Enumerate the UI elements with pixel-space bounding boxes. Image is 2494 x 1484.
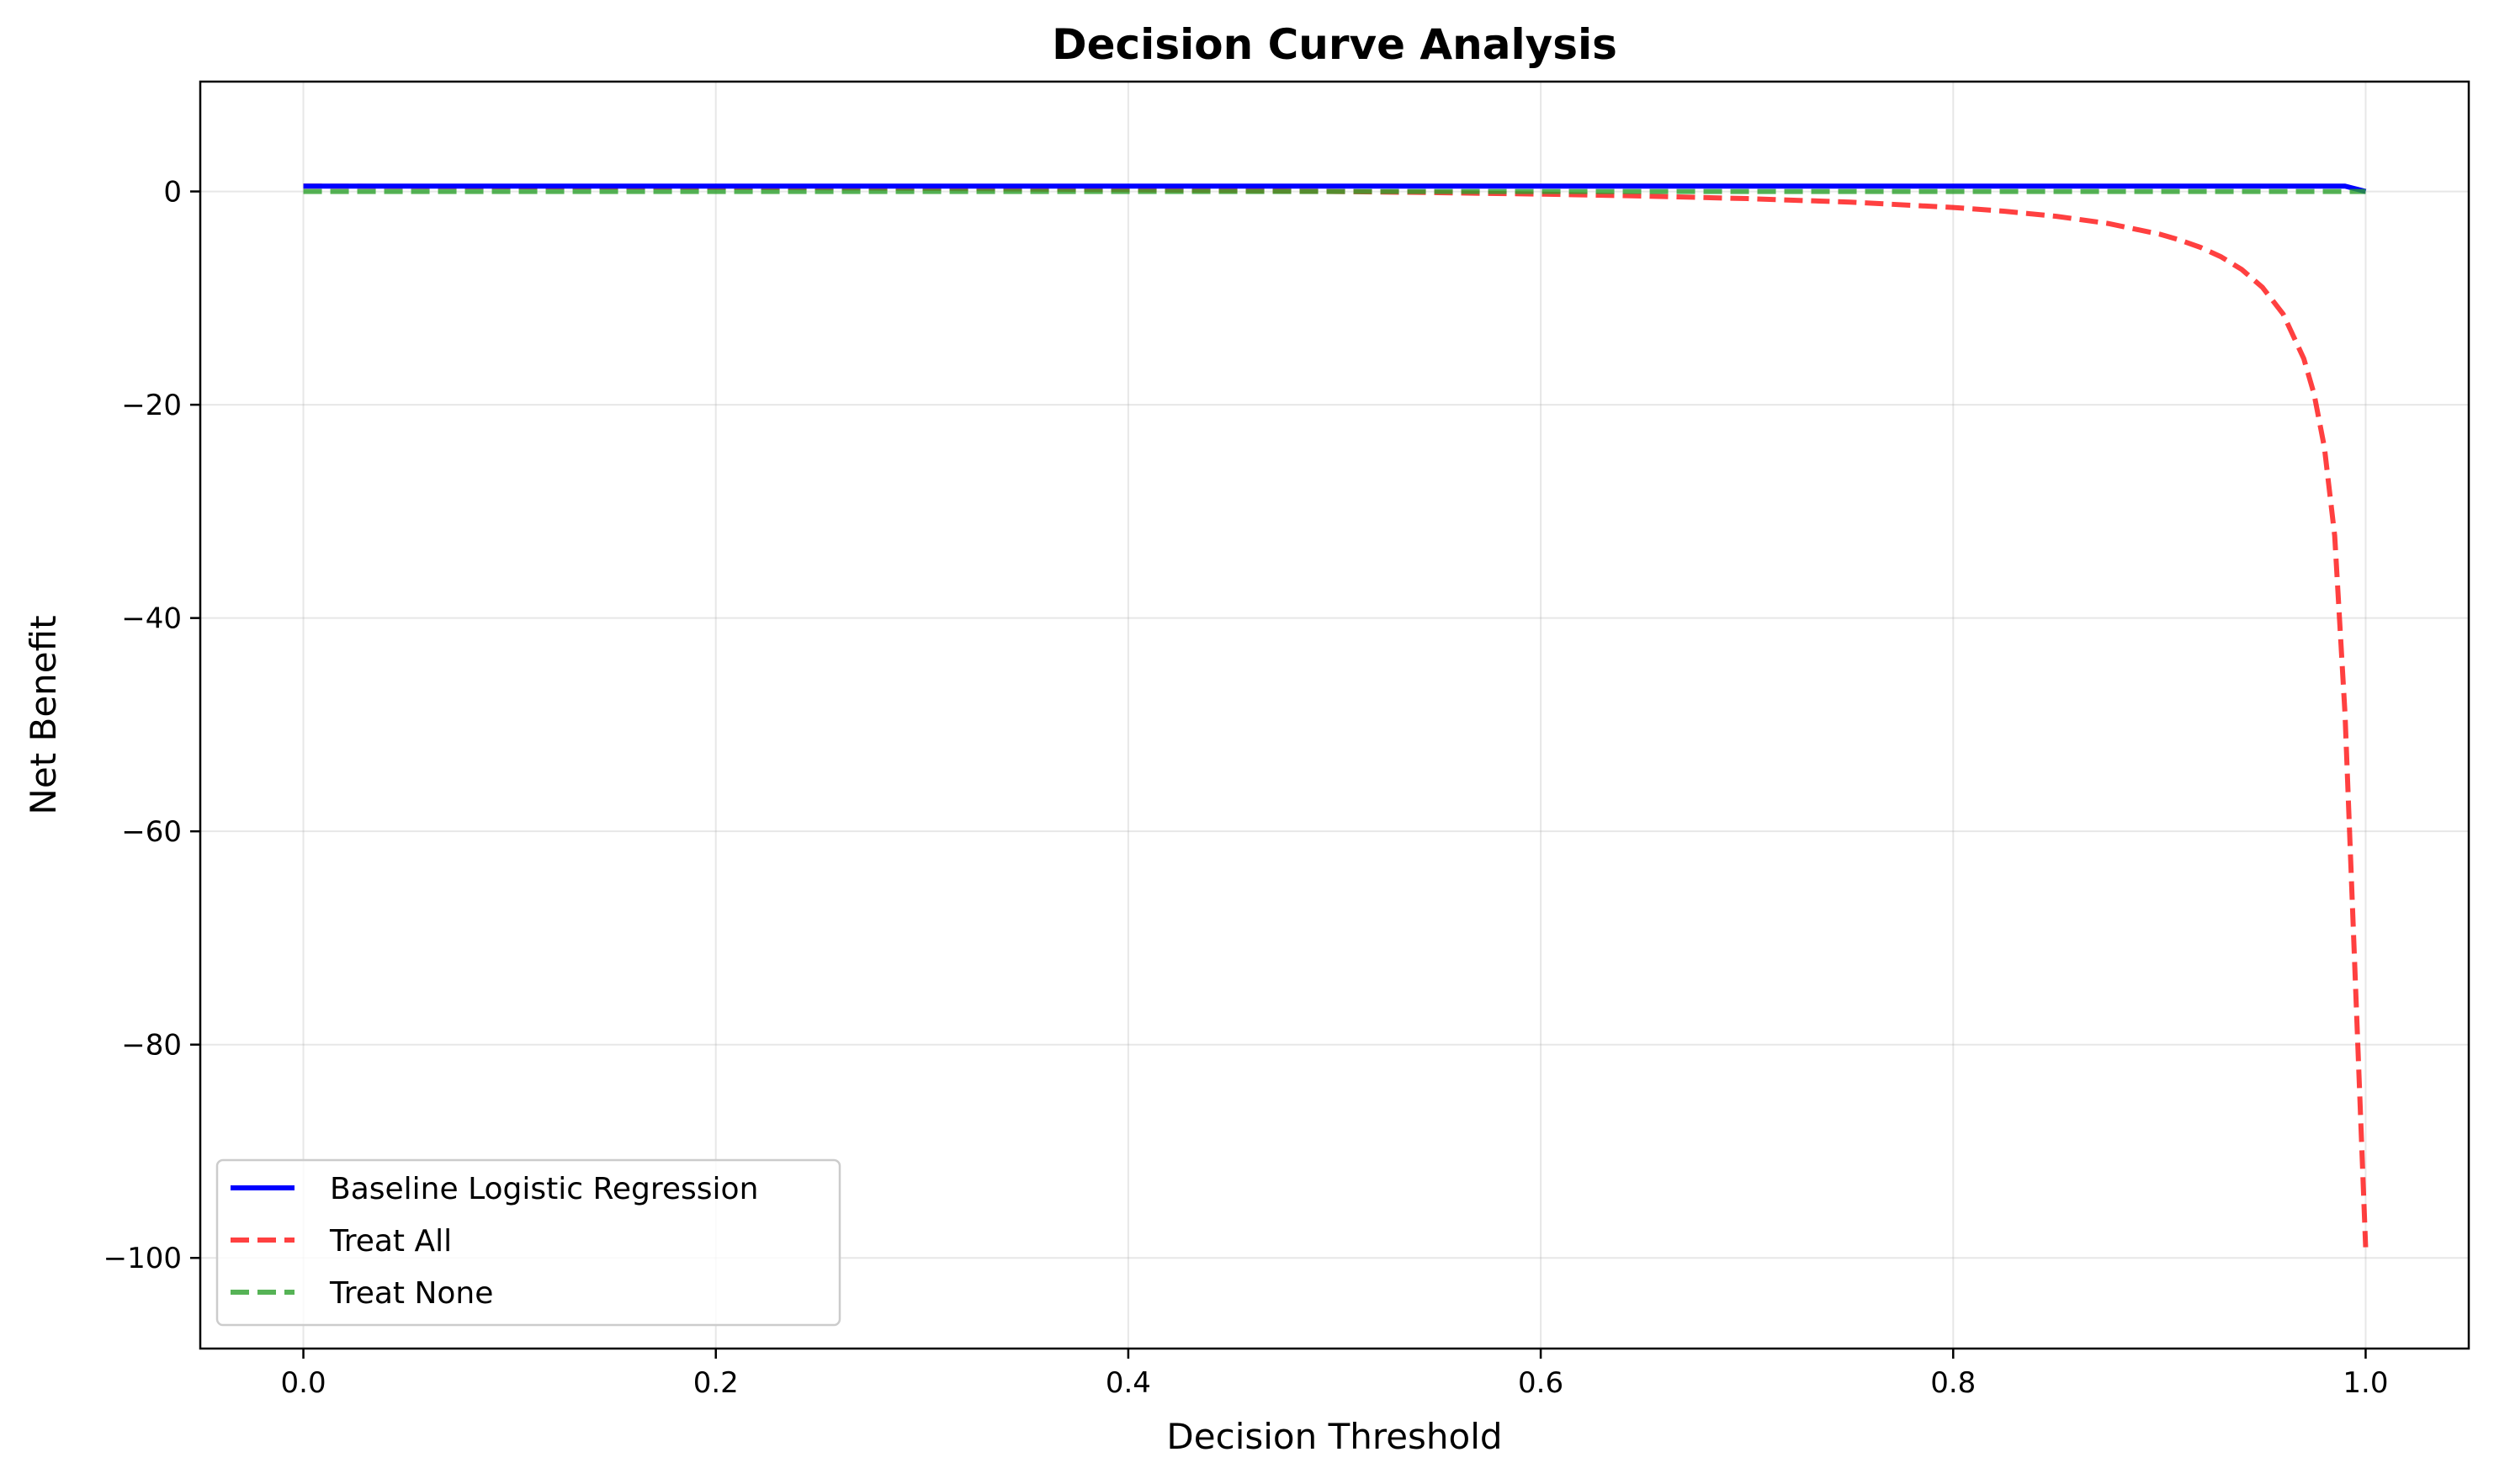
y-tick-label: 0 bbox=[163, 176, 182, 209]
y-tick-label: −40 bbox=[121, 602, 182, 636]
plot-frame bbox=[199, 80, 2470, 1350]
legend: Baseline Logistic Regression Treat All T… bbox=[215, 1158, 841, 1327]
x-tick-label: 0.0 bbox=[281, 1366, 326, 1400]
y-axis-label: Net Benefit bbox=[23, 615, 64, 814]
y-tick-label: −100 bbox=[103, 1242, 182, 1275]
x-tick-label: 1.0 bbox=[2343, 1366, 2388, 1400]
x-tick-label: 0.8 bbox=[1930, 1366, 1976, 1400]
x-tick-label: 0.6 bbox=[1518, 1366, 1563, 1400]
legend-label-treat-all: Treat All bbox=[329, 1224, 452, 1259]
y-axis: 0 −20 −40 −60 −80 −100 bbox=[103, 176, 200, 1275]
x-axis: 0.0 0.2 0.4 0.6 0.8 1.0 bbox=[281, 1349, 2388, 1400]
y-tick-label: −60 bbox=[121, 815, 182, 849]
y-tick-label: −20 bbox=[121, 389, 182, 422]
series-layer bbox=[303, 183, 2369, 1248]
legend-label-baseline: Baseline Logistic Regression bbox=[330, 1172, 758, 1206]
x-axis-label: Decision Threshold bbox=[1166, 1416, 1502, 1457]
legend-label-treat-none: Treat None bbox=[329, 1276, 493, 1311]
legend-box bbox=[215, 1158, 841, 1327]
x-tick-label: 0.2 bbox=[693, 1366, 739, 1400]
chart-title: Decision Curve Analysis bbox=[1052, 20, 1617, 69]
y-tick-label: −80 bbox=[121, 1029, 182, 1063]
x-tick-label: 0.4 bbox=[1106, 1366, 1151, 1400]
